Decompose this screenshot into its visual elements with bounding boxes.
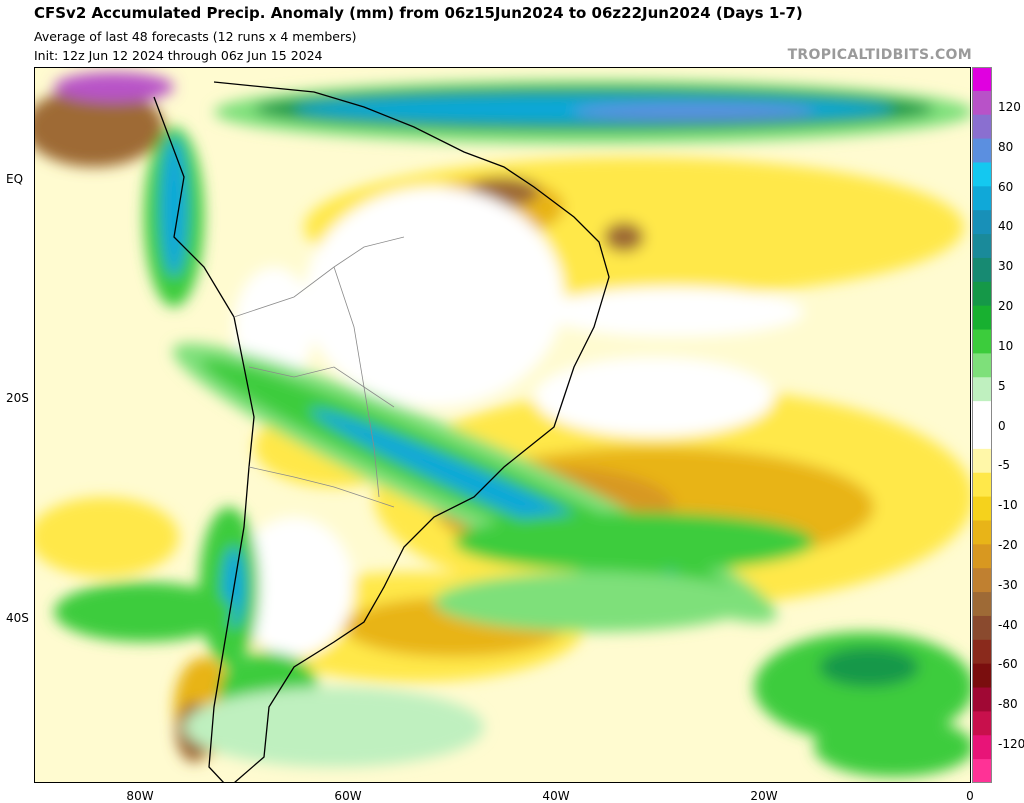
colorbar-swatch	[972, 520, 992, 545]
colorbar-swatch	[972, 162, 992, 187]
colorbar-swatch	[972, 281, 992, 307]
lat-label-20s: 20S	[6, 391, 29, 405]
colorbar-swatch	[972, 234, 992, 259]
colorbar-label: -40	[998, 617, 1018, 632]
colorbar-swatch	[972, 401, 992, 426]
colorbar-label: 20	[998, 299, 1014, 314]
colorbar-label: 80	[998, 139, 1014, 154]
colorbar-label: -60	[998, 657, 1018, 672]
map-title: CFSv2 Accumulated Precip. Anomaly (mm) f…	[34, 4, 803, 22]
lon-label-60w: 60W	[334, 789, 362, 803]
colorbar-swatch	[972, 305, 992, 331]
colorbar-swatch	[972, 639, 992, 665]
colorbar-label: -20	[998, 537, 1018, 552]
colorbar-swatch	[972, 735, 992, 760]
colorbar-swatch	[972, 711, 992, 736]
map-subtitle-init: Init: 12z Jun 12 2024 through 06z Jun 15…	[34, 48, 323, 63]
lon-label-80w: 80W	[126, 789, 154, 803]
colorbar-label: -10	[998, 498, 1018, 513]
lon-label-40w: 40W	[542, 789, 570, 803]
colorbar-swatch	[972, 425, 992, 450]
map-subtitle-average: Average of last 48 forecasts (12 runs x …	[34, 29, 357, 44]
colorbar	[972, 67, 992, 783]
colorbar-label: -5	[998, 458, 1010, 473]
lon-label-20w: 20W	[750, 789, 778, 803]
anomaly-field	[34, 72, 971, 777]
colorbar-label: 120	[998, 100, 1021, 114]
colorbar-swatch	[972, 568, 992, 593]
map-frame	[34, 67, 971, 783]
colorbar-frame	[972, 67, 992, 783]
colorbar-swatch	[972, 257, 992, 283]
colorbar-swatch	[972, 67, 992, 92]
colorbar-label: 5	[998, 378, 1006, 393]
colorbar-label: 10	[998, 338, 1014, 353]
lat-label-eq: EQ	[6, 172, 24, 186]
colorbar-swatch	[972, 353, 992, 378]
precip-anomaly-map	[34, 67, 971, 783]
colorbar-label: 30	[998, 259, 1014, 274]
colorbar-swatch	[972, 615, 992, 641]
colorbar-swatch	[972, 90, 992, 116]
colorbar-swatch	[972, 114, 992, 140]
colorbar-swatch	[972, 472, 992, 498]
colorbar-label: 40	[998, 219, 1014, 234]
colorbar-swatch	[972, 496, 992, 522]
colorbar-swatch	[972, 210, 992, 235]
watermark: TROPICALTIDBITS.COM	[787, 47, 972, 63]
colorbar-swatch	[972, 186, 992, 211]
lon-label-0: 0	[966, 789, 974, 803]
colorbar-swatch	[972, 448, 992, 474]
colorbar-swatch	[972, 759, 992, 783]
colorbar-label: -30	[998, 577, 1018, 592]
colorbar-swatch	[972, 663, 992, 689]
colorbar-label: 0	[998, 418, 1006, 433]
colorbar-swatch	[972, 377, 992, 402]
colorbar-label: -80	[998, 697, 1018, 712]
colorbar-swatch	[972, 329, 992, 354]
colorbar-swatch	[972, 687, 992, 712]
colorbar-label: 60	[998, 179, 1014, 194]
colorbar-swatch	[972, 544, 992, 569]
country-borders	[233, 236, 405, 508]
colorbar-swatch	[972, 138, 992, 164]
lat-label-40s: 40S	[6, 611, 29, 625]
colorbar-label: -120	[998, 737, 1024, 751]
colorbar-swatch	[972, 592, 992, 617]
coastline	[153, 81, 610, 783]
